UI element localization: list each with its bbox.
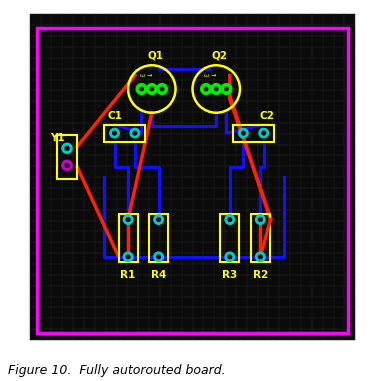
Circle shape bbox=[211, 83, 222, 94]
Circle shape bbox=[150, 87, 154, 91]
Circle shape bbox=[204, 87, 208, 91]
Circle shape bbox=[256, 252, 265, 262]
Text: C1: C1 bbox=[107, 111, 122, 121]
Circle shape bbox=[130, 128, 140, 138]
Circle shape bbox=[259, 128, 268, 138]
Text: ω →: ω → bbox=[204, 73, 217, 78]
Text: Q1: Q1 bbox=[147, 50, 163, 60]
Circle shape bbox=[225, 252, 234, 262]
Circle shape bbox=[157, 255, 161, 259]
Circle shape bbox=[256, 215, 265, 224]
Circle shape bbox=[126, 218, 130, 221]
Bar bbox=[119, 215, 137, 262]
Text: R1: R1 bbox=[121, 271, 136, 280]
Bar bbox=[57, 135, 77, 179]
Circle shape bbox=[214, 87, 218, 91]
Bar bbox=[104, 125, 145, 142]
Circle shape bbox=[161, 87, 164, 91]
Text: R3: R3 bbox=[222, 271, 238, 280]
Circle shape bbox=[241, 131, 245, 135]
Circle shape bbox=[146, 83, 157, 94]
Circle shape bbox=[239, 128, 248, 138]
Text: R2: R2 bbox=[253, 271, 268, 280]
Circle shape bbox=[157, 218, 161, 221]
Circle shape bbox=[62, 160, 72, 170]
Circle shape bbox=[65, 146, 69, 150]
Text: C2: C2 bbox=[259, 111, 275, 121]
Circle shape bbox=[154, 252, 163, 262]
Circle shape bbox=[123, 215, 133, 224]
Circle shape bbox=[110, 128, 119, 138]
Circle shape bbox=[65, 163, 69, 167]
Circle shape bbox=[225, 215, 234, 224]
Circle shape bbox=[221, 83, 232, 94]
Text: Y1: Y1 bbox=[50, 133, 65, 143]
Circle shape bbox=[258, 218, 262, 221]
Circle shape bbox=[140, 87, 143, 91]
Bar bbox=[149, 215, 168, 262]
Circle shape bbox=[228, 255, 232, 259]
Bar bbox=[233, 125, 274, 142]
Text: R4: R4 bbox=[151, 271, 166, 280]
Circle shape bbox=[126, 255, 130, 259]
Bar bbox=[220, 215, 239, 262]
Text: Q2: Q2 bbox=[212, 50, 228, 60]
Circle shape bbox=[228, 218, 232, 221]
Circle shape bbox=[258, 255, 262, 259]
Circle shape bbox=[262, 131, 266, 135]
Bar bbox=[251, 215, 270, 262]
Circle shape bbox=[225, 87, 228, 91]
Circle shape bbox=[201, 83, 211, 94]
Text: ω →: ω → bbox=[140, 73, 152, 78]
Circle shape bbox=[133, 131, 137, 135]
Circle shape bbox=[136, 83, 147, 94]
Text: Figure 10.  Fully autorouted board.: Figure 10. Fully autorouted board. bbox=[8, 364, 225, 377]
Circle shape bbox=[113, 131, 116, 135]
Circle shape bbox=[62, 143, 72, 154]
Circle shape bbox=[157, 83, 167, 94]
Circle shape bbox=[123, 252, 133, 262]
Circle shape bbox=[154, 215, 163, 224]
